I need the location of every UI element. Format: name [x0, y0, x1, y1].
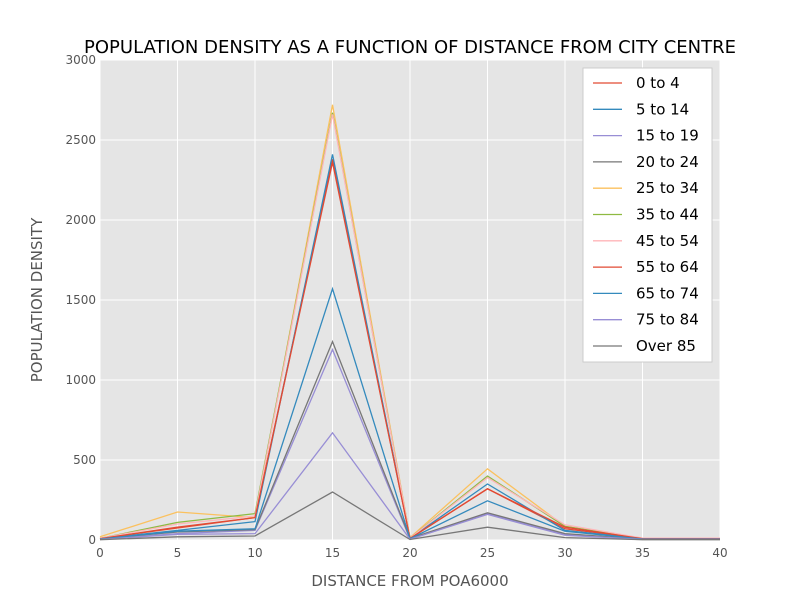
y-tick-label: 2500: [65, 133, 96, 147]
x-tick-label: 40: [712, 546, 727, 560]
legend-entry: 65 to 74: [636, 284, 699, 302]
legend-entry: 15 to 19: [636, 127, 699, 145]
y-tick-label: 3000: [65, 53, 96, 67]
y-tick-label: 0: [88, 533, 96, 547]
y-tick-label: 500: [73, 453, 96, 467]
legend-entry: 45 to 54: [636, 232, 699, 250]
y-tick-label: 1000: [65, 373, 96, 387]
legend-entry: 25 to 34: [636, 179, 699, 197]
legend-entry: 75 to 84: [636, 311, 699, 329]
legend-entry: 35 to 44: [636, 206, 699, 224]
x-tick-label: 35: [635, 546, 650, 560]
series-line-10: [99, 491, 720, 541]
x-tick-label: 20: [402, 546, 417, 560]
x-tick-label: 25: [480, 546, 495, 560]
x-axis-label: DISTANCE FROM POA6000: [311, 572, 508, 590]
x-tick-label: 10: [247, 546, 262, 560]
legend-entry: 0 to 4: [636, 74, 680, 92]
y-tick-label: 2000: [65, 213, 96, 227]
legend-entry: 20 to 24: [636, 153, 699, 171]
legend-entry: 5 to 14: [636, 100, 689, 118]
y-axis-label: POPULATION DENSITY: [28, 217, 46, 382]
x-tick-label: 15: [325, 546, 340, 560]
axis-ticks: 0 5 10 15 20 25 30 35 40 0 500 1000 1500 2000 2500 3000: [65, 53, 727, 560]
x-tick-label: 30: [557, 546, 572, 560]
legend-entry: Over 85: [636, 337, 696, 355]
legend-entry: 55 to 64: [636, 258, 699, 276]
x-tick-label: 5: [174, 546, 182, 560]
chart-title: POPULATION DENSITY AS A FUNCTION OF DIST…: [84, 37, 736, 58]
y-tick-label: 1500: [65, 293, 96, 307]
series-lines: [99, 104, 721, 541]
legend: 0 to 4 5 to 14 15 to 19 20 to 24 25 to 34 35 …: [582, 67, 713, 363]
x-tick-label: 0: [96, 546, 104, 560]
